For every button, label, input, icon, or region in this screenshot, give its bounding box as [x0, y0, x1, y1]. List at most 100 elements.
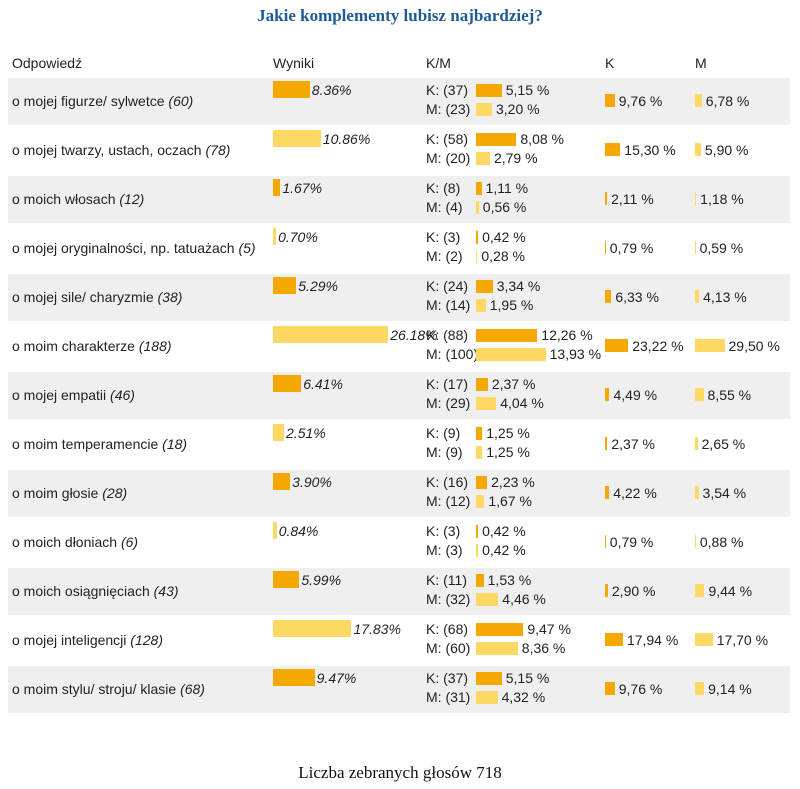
k-total-bar — [605, 388, 610, 401]
k-total-bar — [605, 339, 629, 352]
result-label: 17.83% — [353, 621, 401, 637]
k-count: K: (68) — [426, 621, 469, 637]
result-label: 9.47% — [316, 670, 357, 686]
row-background — [8, 666, 790, 713]
m-bar — [476, 299, 486, 312]
m-label: 3,20 % — [496, 101, 540, 117]
m-count: M: (4) — [426, 199, 463, 215]
k-count: K: (9) — [426, 425, 461, 441]
answer-text: o moich osiągnięciach — [12, 583, 150, 599]
k-total-label: 4,49 % — [613, 387, 658, 403]
result-label: 6.41% — [303, 376, 343, 392]
k-total-bar — [605, 584, 608, 597]
m-label: 1,95 % — [489, 297, 534, 313]
answer: o mojej sile/ charyzmie (38) — [12, 289, 182, 305]
answer-text: o moim charakterze — [12, 338, 135, 354]
k-count: K: (16) — [426, 474, 469, 490]
m-total-bar — [695, 241, 696, 254]
k-total-bar — [605, 437, 608, 450]
k-bar — [476, 280, 493, 293]
k-bar — [476, 133, 517, 146]
k-label: 2,23 % — [491, 474, 535, 490]
m-bar — [476, 348, 546, 361]
m-total-bar — [695, 633, 713, 646]
k-count: K: (58) — [426, 131, 469, 147]
k-count: K: (3) — [426, 229, 461, 245]
row-background — [8, 323, 790, 370]
k-total-label: 0,79 % — [609, 240, 654, 256]
m-total-label: 8,55 % — [707, 387, 752, 403]
k-total-bar — [605, 290, 612, 303]
result-bar — [273, 81, 310, 98]
column-header: K — [605, 55, 615, 71]
answer-count: (60) — [168, 93, 194, 109]
answer-count: (46) — [110, 387, 135, 403]
m-bar — [476, 201, 479, 214]
m-total-label: 29,50 % — [728, 338, 780, 354]
answer: o moim charakterze (188) — [12, 338, 172, 354]
answer: o mojej empatii (46) — [12, 387, 135, 403]
answer: o moim temperamencie (18) — [12, 436, 187, 452]
answer: o moich osiągnięciach (43) — [12, 583, 179, 599]
m-total-bar — [695, 486, 699, 499]
answer-text: o mojej inteligencji — [12, 632, 127, 648]
k-count: K: (3) — [426, 523, 461, 539]
answer-text: o mojej empatii — [12, 387, 107, 403]
answer-count: (5) — [238, 240, 256, 256]
result-label: 2.51% — [286, 425, 326, 441]
k-total-label: 4,22 % — [613, 485, 657, 501]
answer-count: (78) — [205, 142, 231, 158]
m-bar — [476, 152, 490, 165]
m-label: 4,04 % — [500, 395, 544, 411]
row-background — [8, 176, 790, 223]
result-label: 1.67% — [282, 180, 323, 196]
k-bar — [476, 672, 502, 685]
m-total-label: 3,54 % — [702, 485, 747, 501]
k-bar — [476, 476, 488, 489]
answer: o mojej figurze/ sylwetce (60) — [12, 93, 193, 109]
answer-text: o moim stylu/ stroju/ klasie — [12, 681, 177, 697]
m-total-label: 9,44 % — [708, 583, 753, 599]
answer-text: o moim temperamencie — [12, 436, 159, 452]
k-total-bar — [605, 535, 606, 548]
result-label: 26.18% — [390, 327, 438, 343]
m-count: M: (31) — [426, 689, 471, 705]
m-label: 13,93 % — [549, 346, 602, 362]
row-background — [8, 617, 790, 664]
m-label: 0,42 % — [482, 542, 526, 558]
result-bar — [273, 326, 389, 343]
k-bar — [476, 427, 483, 440]
k-total-label: 2,11 % — [611, 191, 654, 207]
k-label: 8,08 % — [520, 131, 564, 147]
m-count: M: (23) — [426, 101, 471, 117]
k-label: 12,26 % — [541, 327, 593, 343]
answer-text: o moim głosie — [12, 485, 99, 501]
m-bar — [476, 103, 492, 116]
m-total-label: 2,65 % — [701, 436, 746, 452]
result-label: 5.29% — [298, 278, 338, 294]
m-label: 8,36 % — [521, 640, 566, 656]
row-background — [8, 519, 790, 566]
m-count: M: (20) — [426, 150, 471, 166]
m-label: 2,79 % — [493, 150, 538, 166]
answer-count: (12) — [119, 191, 145, 207]
m-total-bar — [695, 437, 698, 450]
k-total-bar — [605, 192, 608, 205]
k-total-label: 23,22 % — [632, 338, 684, 354]
m-total-label: 1,18 % — [700, 191, 744, 207]
m-count: M: (60) — [426, 640, 471, 656]
row-background — [8, 274, 790, 321]
k-total-bar — [605, 633, 623, 646]
m-count: M: (29) — [426, 395, 471, 411]
k-total-label: 9,76 % — [618, 681, 663, 697]
m-total-label: 17,70 % — [716, 632, 769, 648]
m-total-bar — [695, 388, 704, 401]
m-bar — [476, 691, 498, 704]
result-label: 8.36% — [311, 82, 352, 98]
m-count: M: (32) — [426, 591, 471, 607]
k-total-bar — [605, 143, 621, 156]
result-label: 5.99% — [301, 572, 342, 588]
row-background — [8, 127, 790, 174]
answer-count: (28) — [102, 485, 128, 501]
